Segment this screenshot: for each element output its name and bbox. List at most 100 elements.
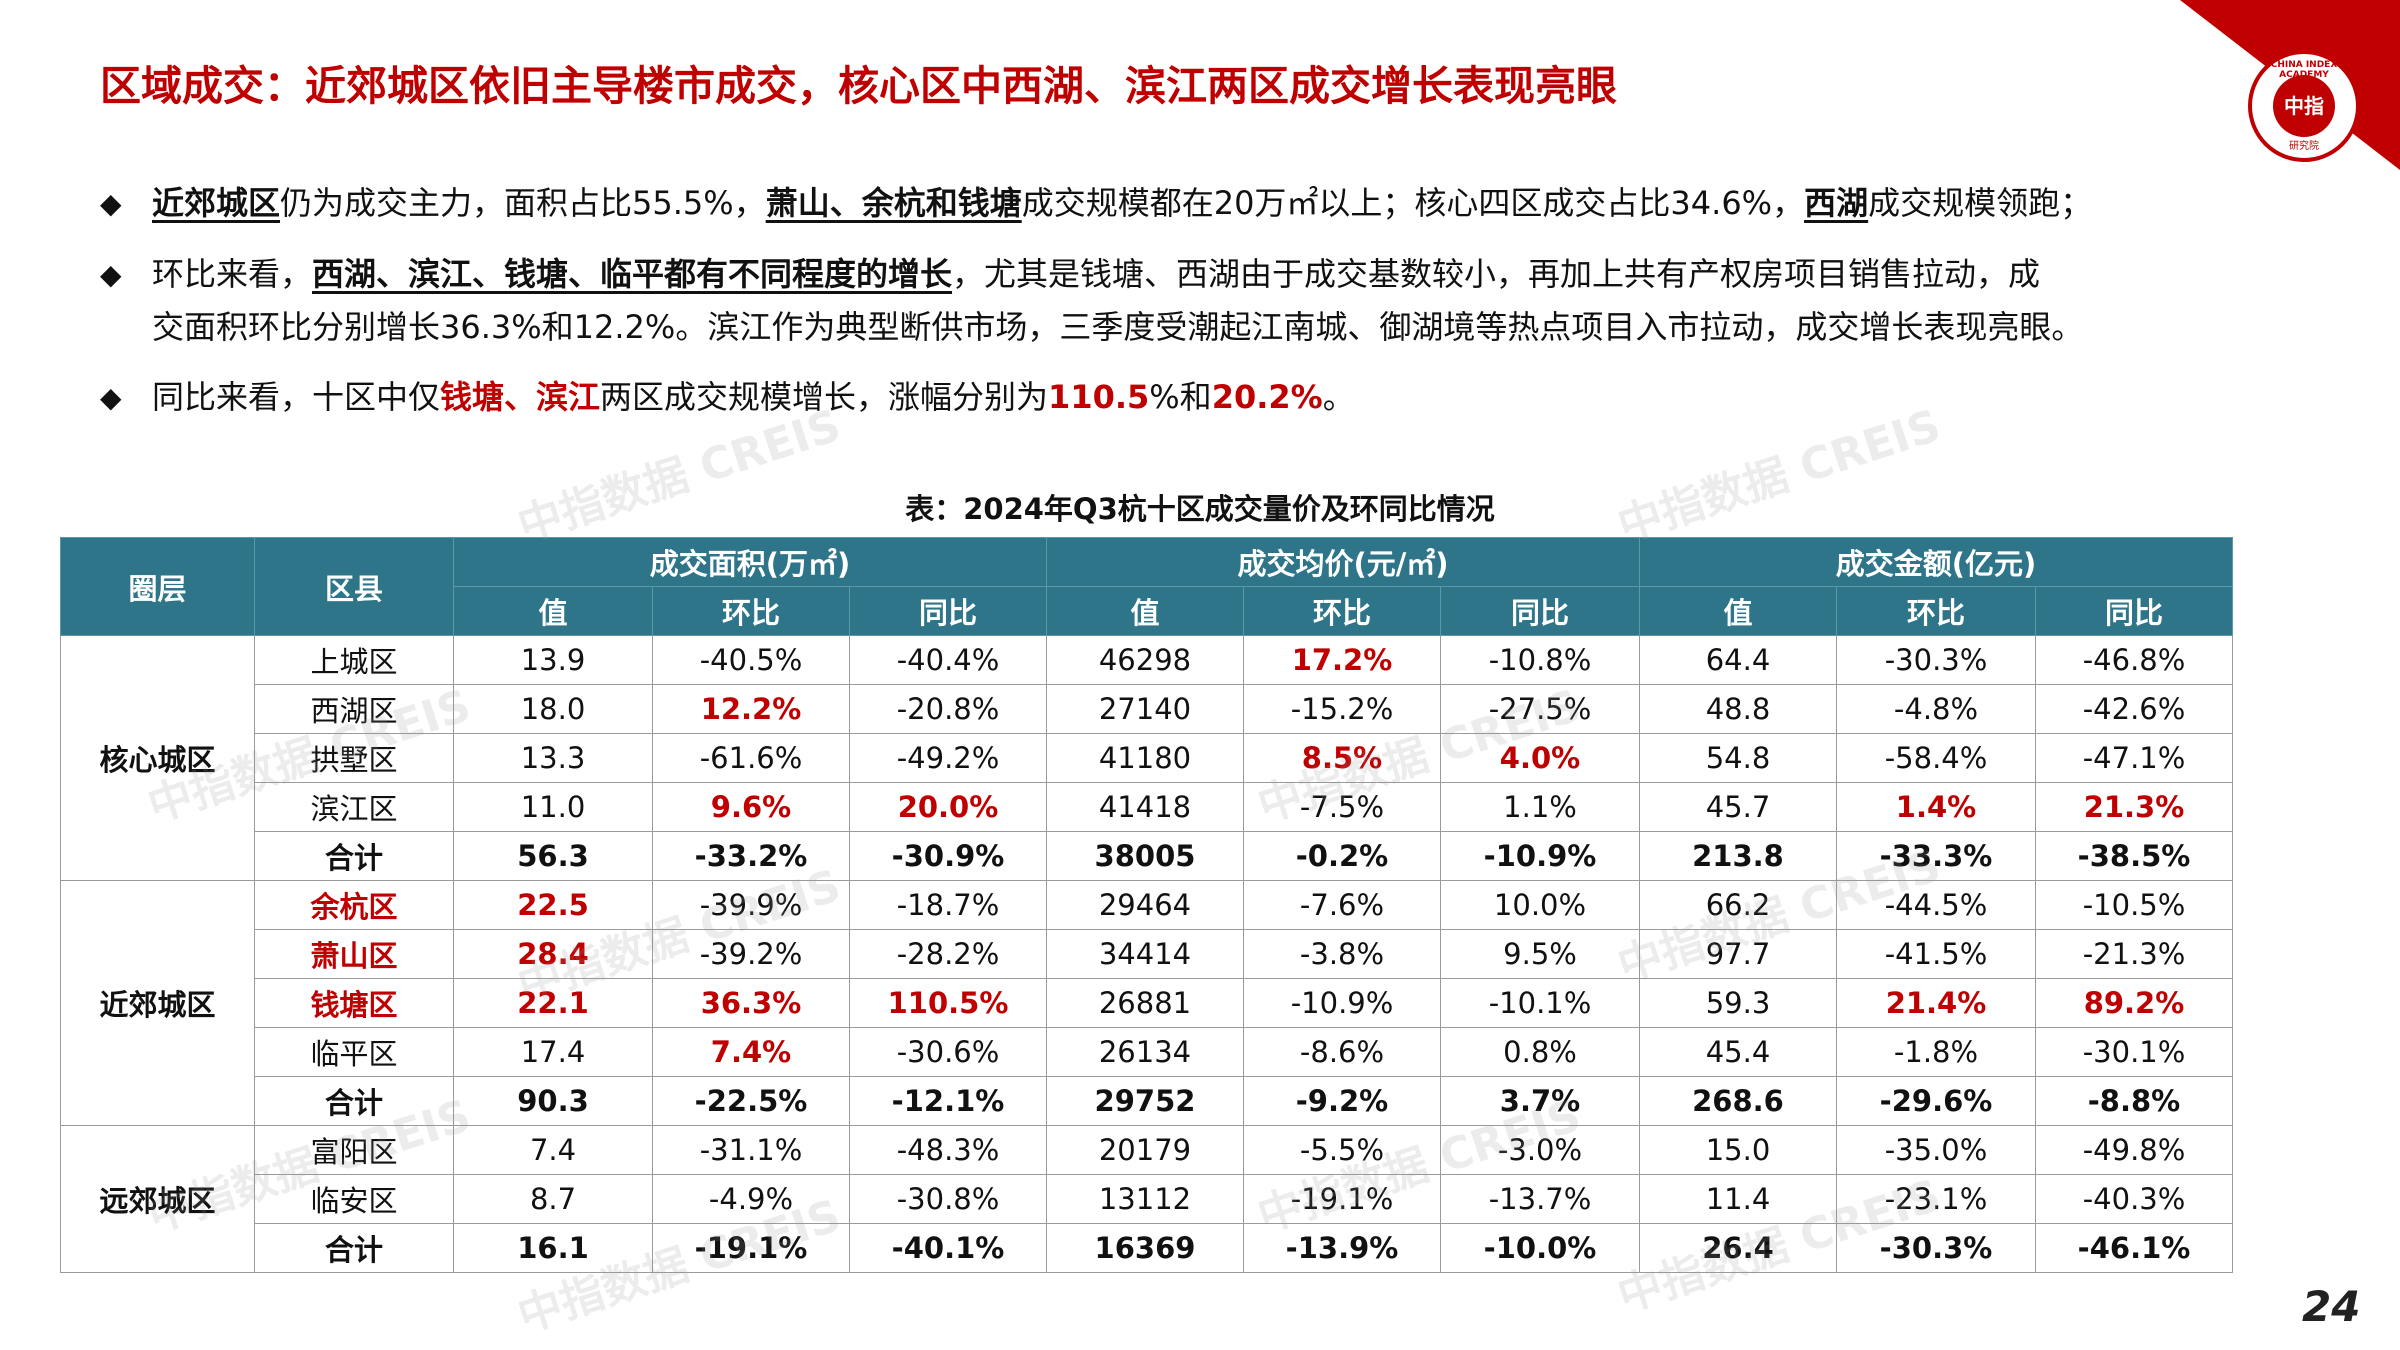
value-cell: -4.9% bbox=[652, 1174, 850, 1224]
china-index-academy-logo: CHINA INDEX ACADEMY 中指 研究院 bbox=[2248, 50, 2360, 162]
value-cell: -40.4% bbox=[849, 635, 1047, 685]
value-cell: -33.3% bbox=[1836, 831, 2036, 881]
value-cell: 110.5% bbox=[849, 978, 1047, 1028]
value-cell: 20.0% bbox=[849, 782, 1047, 832]
value-cell: 7.4% bbox=[652, 1027, 850, 1077]
header-sub: 同比 bbox=[1440, 586, 1640, 636]
value-cell: 90.3 bbox=[453, 1076, 653, 1126]
logo-center-text: 中指 bbox=[2273, 75, 2335, 137]
header-sub: 环比 bbox=[1836, 586, 2036, 636]
value-cell: 10.0% bbox=[1440, 880, 1640, 930]
value-cell: 45.7 bbox=[1639, 782, 1837, 832]
header-sub: 值 bbox=[1639, 586, 1837, 636]
value-cell: -35.0% bbox=[1836, 1125, 2036, 1175]
bullet-text: 环比来看，西湖、滨江、钱塘、临平都有不同程度的增长，尤其是钱塘、西湖由于成交基数… bbox=[152, 248, 2040, 301]
value-cell: -13.9% bbox=[1243, 1223, 1441, 1273]
district-cell: 临安区 bbox=[254, 1174, 454, 1224]
table-row: 萧山区 28.4 -39.2% -28.2% 34414 -3.8% 9.5% 97.7 -41… bbox=[61, 929, 2233, 979]
value-cell: -23.1% bbox=[1836, 1174, 2036, 1224]
table-total-row: 合计 90.3 -22.5% -12.1% 29752 -9.2% 3.7% 268.6 -29… bbox=[61, 1076, 2233, 1126]
value-cell: 27140 bbox=[1046, 684, 1244, 734]
value-cell: -58.4% bbox=[1836, 733, 2036, 783]
value-cell: 9.5% bbox=[1440, 929, 1640, 979]
diamond-bullet-icon: ◆ bbox=[100, 258, 122, 291]
value-cell: 26134 bbox=[1046, 1027, 1244, 1077]
value-cell: -30.8% bbox=[849, 1174, 1047, 1224]
value-cell: 59.3 bbox=[1639, 978, 1837, 1028]
header-sub: 同比 bbox=[2035, 586, 2233, 636]
value-cell: -61.6% bbox=[652, 733, 850, 783]
table-row: 滨江区 11.0 9.6% 20.0% 41418 -7.5% 1.1% 45.7 1.4% 21… bbox=[61, 782, 2233, 832]
value-cell: 7.4 bbox=[453, 1125, 653, 1175]
value-cell: -31.1% bbox=[652, 1125, 850, 1175]
diamond-bullet-icon: ◆ bbox=[100, 381, 122, 414]
value-cell: -47.1% bbox=[2035, 733, 2233, 783]
value-cell: -40.1% bbox=[849, 1223, 1047, 1273]
header-district: 区县 bbox=[254, 537, 454, 636]
value-cell: -1.8% bbox=[1836, 1027, 2036, 1077]
district-cell: 钱塘区 bbox=[254, 978, 454, 1028]
value-cell: 213.8 bbox=[1639, 831, 1837, 881]
district-cell: 拱墅区 bbox=[254, 733, 454, 783]
value-cell: 21.4% bbox=[1836, 978, 2036, 1028]
value-cell: -39.2% bbox=[652, 929, 850, 979]
value-cell: -41.5% bbox=[1836, 929, 2036, 979]
district-cell: 富阳区 bbox=[254, 1125, 454, 1175]
district-cell: 余杭区 bbox=[254, 880, 454, 930]
value-cell: 41180 bbox=[1046, 733, 1244, 783]
value-cell: -46.1% bbox=[2035, 1223, 2233, 1273]
value-cell: -4.8% bbox=[1836, 684, 2036, 734]
value-cell: 0.8% bbox=[1440, 1027, 1640, 1077]
value-cell: -13.7% bbox=[1440, 1174, 1640, 1224]
value-cell: -10.0% bbox=[1440, 1223, 1640, 1273]
header-sub: 环比 bbox=[1243, 586, 1441, 636]
value-cell: -7.5% bbox=[1243, 782, 1441, 832]
value-cell: -30.6% bbox=[849, 1027, 1047, 1077]
district-cell: 临平区 bbox=[254, 1027, 454, 1077]
table-total-row: 合计 16.1 -19.1% -40.1% 16369 -13.9% -10.0% 26.4-… bbox=[61, 1223, 2233, 1273]
value-cell: 8.7 bbox=[453, 1174, 653, 1224]
table-row: 近郊城区 余杭区 22.5 -39.9% -18.7% 29464 -7.6% 10.0% 66… bbox=[60, 880, 2233, 1126]
value-cell: 11.4 bbox=[1639, 1174, 1837, 1224]
table-row: 核心城区 上城区 13.9 -40.5% -40.4% 46298 17.2% -10.8% 6… bbox=[60, 635, 2233, 881]
value-cell: 29464 bbox=[1046, 880, 1244, 930]
value-cell: 26881 bbox=[1046, 978, 1244, 1028]
value-cell: 1.4% bbox=[1836, 782, 2036, 832]
value-cell: 46298 bbox=[1046, 635, 1244, 685]
value-cell: 268.6 bbox=[1639, 1076, 1837, 1126]
value-cell: -30.9% bbox=[849, 831, 1047, 881]
header-group: 成交面积(万㎡) bbox=[453, 537, 1047, 587]
value-cell: -10.8% bbox=[1440, 635, 1640, 685]
value-cell: 8.5% bbox=[1243, 733, 1441, 783]
tier-cell: 核心城区 bbox=[60, 635, 255, 881]
value-cell: -39.9% bbox=[652, 880, 850, 930]
value-cell: 9.6% bbox=[652, 782, 850, 832]
value-cell: -42.6% bbox=[2035, 684, 2233, 734]
value-cell: -19.1% bbox=[1243, 1174, 1441, 1224]
value-cell: 13.3 bbox=[453, 733, 653, 783]
district-cell: 上城区 bbox=[254, 635, 454, 685]
value-cell: -10.9% bbox=[1243, 978, 1441, 1028]
value-cell: 22.1 bbox=[453, 978, 653, 1028]
header-tier: 圈层 bbox=[60, 537, 255, 636]
highlight-text: 110.5 bbox=[1048, 378, 1150, 416]
value-cell: 13.9 bbox=[453, 635, 653, 685]
value-cell: 4.0% bbox=[1440, 733, 1640, 783]
value-cell: -38.5% bbox=[2035, 831, 2233, 881]
text-segment: 仍为成交主力，面积占比55.5%， bbox=[280, 184, 766, 222]
header-group: 成交金额(亿元) bbox=[1639, 537, 2233, 587]
table-row: 西湖区 18.0 12.2% -20.8% 27140 -15.2% -27.5% 48.8-… bbox=[61, 684, 2233, 734]
table-row: 远郊城区 富阳区 7.4 -31.1% -48.3% 20179 -5.5% -3.0% 15.… bbox=[60, 1125, 2233, 1273]
tier-cell: 近郊城区 bbox=[60, 880, 255, 1126]
header-row: 圈层 区县 成交面积(万㎡) 成交均价(元/㎡) 成交金额(亿元) bbox=[60, 537, 2233, 636]
value-cell: 21.3% bbox=[2035, 782, 2233, 832]
value-cell: 97.7 bbox=[1639, 929, 1837, 979]
emphasis-text: 萧山、余杭和钱塘 bbox=[765, 184, 1022, 222]
value-cell: -7.6% bbox=[1243, 880, 1441, 930]
header-group: 成交均价(元/㎡) bbox=[1046, 537, 1640, 587]
value-cell: -30.1% bbox=[2035, 1027, 2233, 1077]
value-cell: 64.4 bbox=[1639, 635, 1837, 685]
value-cell: 45.4 bbox=[1639, 1027, 1837, 1077]
table-total-row: 合计 56.3 -33.2% -30.9% 38005 -0.2% -10.9% 213.8-… bbox=[61, 831, 2233, 881]
value-cell: 15.0 bbox=[1639, 1125, 1837, 1175]
